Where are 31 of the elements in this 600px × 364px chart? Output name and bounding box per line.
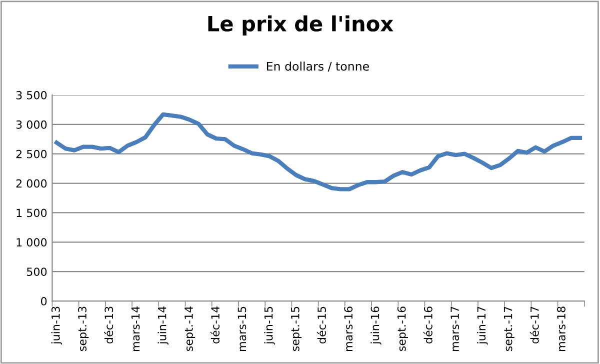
x-tick-label: déc-17 (530, 306, 539, 344)
y-tick-label: 0 (41, 297, 47, 306)
x-tick-label: sept.-15 (291, 306, 302, 351)
x-tick-label: sept.-17 (504, 306, 514, 351)
x-tick-label: mars-15 (238, 306, 246, 352)
x-tick-label: sept.-16 (397, 306, 408, 351)
x-tick-label: mars-16 (344, 306, 353, 352)
x-tick-label: déc-15 (316, 306, 326, 344)
x-tick-label: mars-14 (131, 306, 140, 352)
x-tick-label: juin-16 (370, 306, 382, 344)
x-tick-label: déc-13 (104, 306, 114, 344)
y-tick-label: 2 500 (16, 150, 47, 158)
x-tick-label: juin-14 (158, 306, 168, 344)
y-tick-label: 3 000 (16, 120, 47, 129)
x-tick-label: mars-17 (450, 306, 460, 352)
y-tick-label: 3 500 (16, 90, 47, 100)
y-tick-label: 2 000 (16, 179, 47, 188)
y-tick-label: 1 000 (16, 238, 47, 247)
x-tick-label: sept.-13 (78, 306, 89, 351)
x-tick-label: juin-13 (51, 306, 62, 344)
x-tick-label: mars-18 (557, 306, 566, 352)
x-tick-label: juin-15 (264, 306, 275, 344)
x-tick-label: sept.-14 (184, 306, 196, 351)
x-tick-label: déc-16 (423, 306, 432, 344)
y-tick-label: 1 500 (16, 208, 47, 218)
x-tick-label: déc-14 (210, 306, 220, 344)
chart-title: Le prix de l'inox (208, 15, 394, 36)
x-tick-label: juin-17 (477, 306, 488, 344)
y-tick-label: 500 (26, 268, 47, 276)
legend-label: En dollars / tonne (266, 62, 369, 72)
line-series (54, 112, 582, 192)
